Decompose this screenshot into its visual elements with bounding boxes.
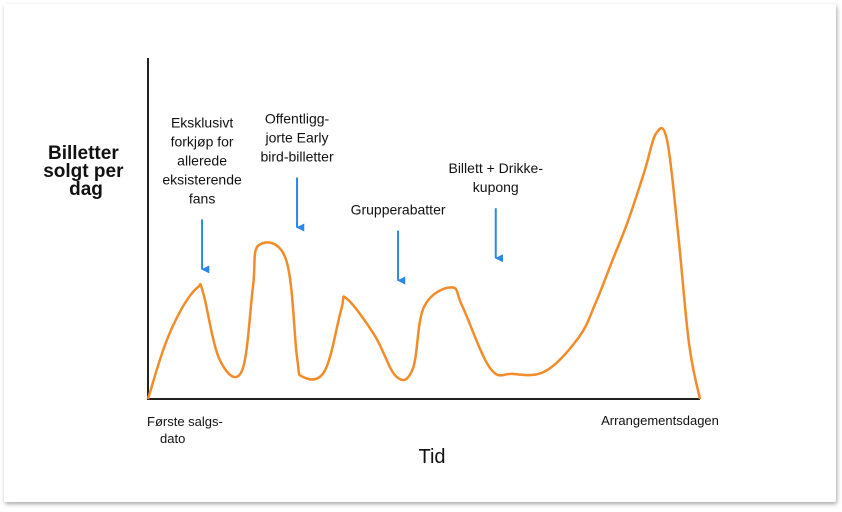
annotation-label-1-line-2: forkjøp for [171,133,234,149]
y-axis-label-line-1: Billetter [48,143,119,164]
annotation-layer: Eksklusivt forkjøp for allerede eksisterend… [162,111,543,285]
annotation-label-4: Billett + Drikke-kupong [448,160,543,195]
annotation-1: Eksklusivt forkjøp for allerede eksisterend… [162,114,242,274]
annotation-label-1: Eksklusivt forkjøp for allerede eksisterend… [162,114,242,206]
x-axis-label: Tid [418,446,445,468]
annotation-label-4-line-1: Billett + Drikke- [448,160,543,176]
y-axis-label-line-2: solgt per [43,161,124,182]
x-tick-label-start-line-2: dato [160,431,185,446]
annotation-label-4-line-2: kupong [473,179,519,195]
x-tick-label-start-line-1: Første salgs- [147,414,223,429]
annotation-label-1-line-5: fans [189,190,215,206]
annotation-label-2-line-1: Offentligg- [265,111,330,127]
y-axis-label: Billetter solgt per dag [43,143,129,200]
annotation-label-1-line-4: eksisterende [162,171,242,187]
annotation-label-1-line-3: allerede [177,152,227,168]
annotation-2: Offentligg-jorte Early bird-billetter [260,111,334,232]
series-line-1 [146,126,702,400]
y-axis-label-line-3: dag [69,179,103,200]
chart-card [4,4,836,502]
series-layer [146,126,702,400]
x-tick-label-end: Arrangementsdagen [601,413,719,428]
annotation-label-2: Offentligg-jorte Early bird-billetter [260,111,333,165]
annotation-label-2-line-3: bird-billetter [260,149,333,165]
annotation-label-1-line-1: Eksklusivt [171,114,233,130]
annotation-label-2-line-2: jorte Early [265,130,329,146]
annotation-label-3: Grupperabatter [351,202,446,218]
annotation-3: Grupperabatter [351,202,446,285]
annotation-label-3-line-1: Grupperabatter [351,202,446,218]
annotation-4: Billett + Drikke-kupong [448,160,543,263]
x-tick-label-start: Første salgs- dato [147,414,226,446]
